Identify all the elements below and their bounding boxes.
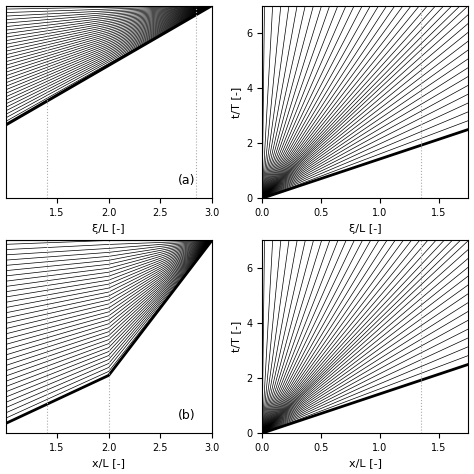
X-axis label: ξ/L [-]: ξ/L [-] (349, 224, 382, 234)
Text: (b): (b) (178, 409, 195, 421)
Y-axis label: t/T [-]: t/T [-] (231, 321, 241, 353)
Text: (a): (a) (178, 173, 195, 187)
X-axis label: ξ/L [-]: ξ/L [-] (92, 224, 125, 234)
X-axis label: x/L [-]: x/L [-] (349, 458, 382, 468)
Y-axis label: t/T [-]: t/T [-] (231, 86, 241, 118)
X-axis label: x/L [-]: x/L [-] (92, 458, 125, 468)
